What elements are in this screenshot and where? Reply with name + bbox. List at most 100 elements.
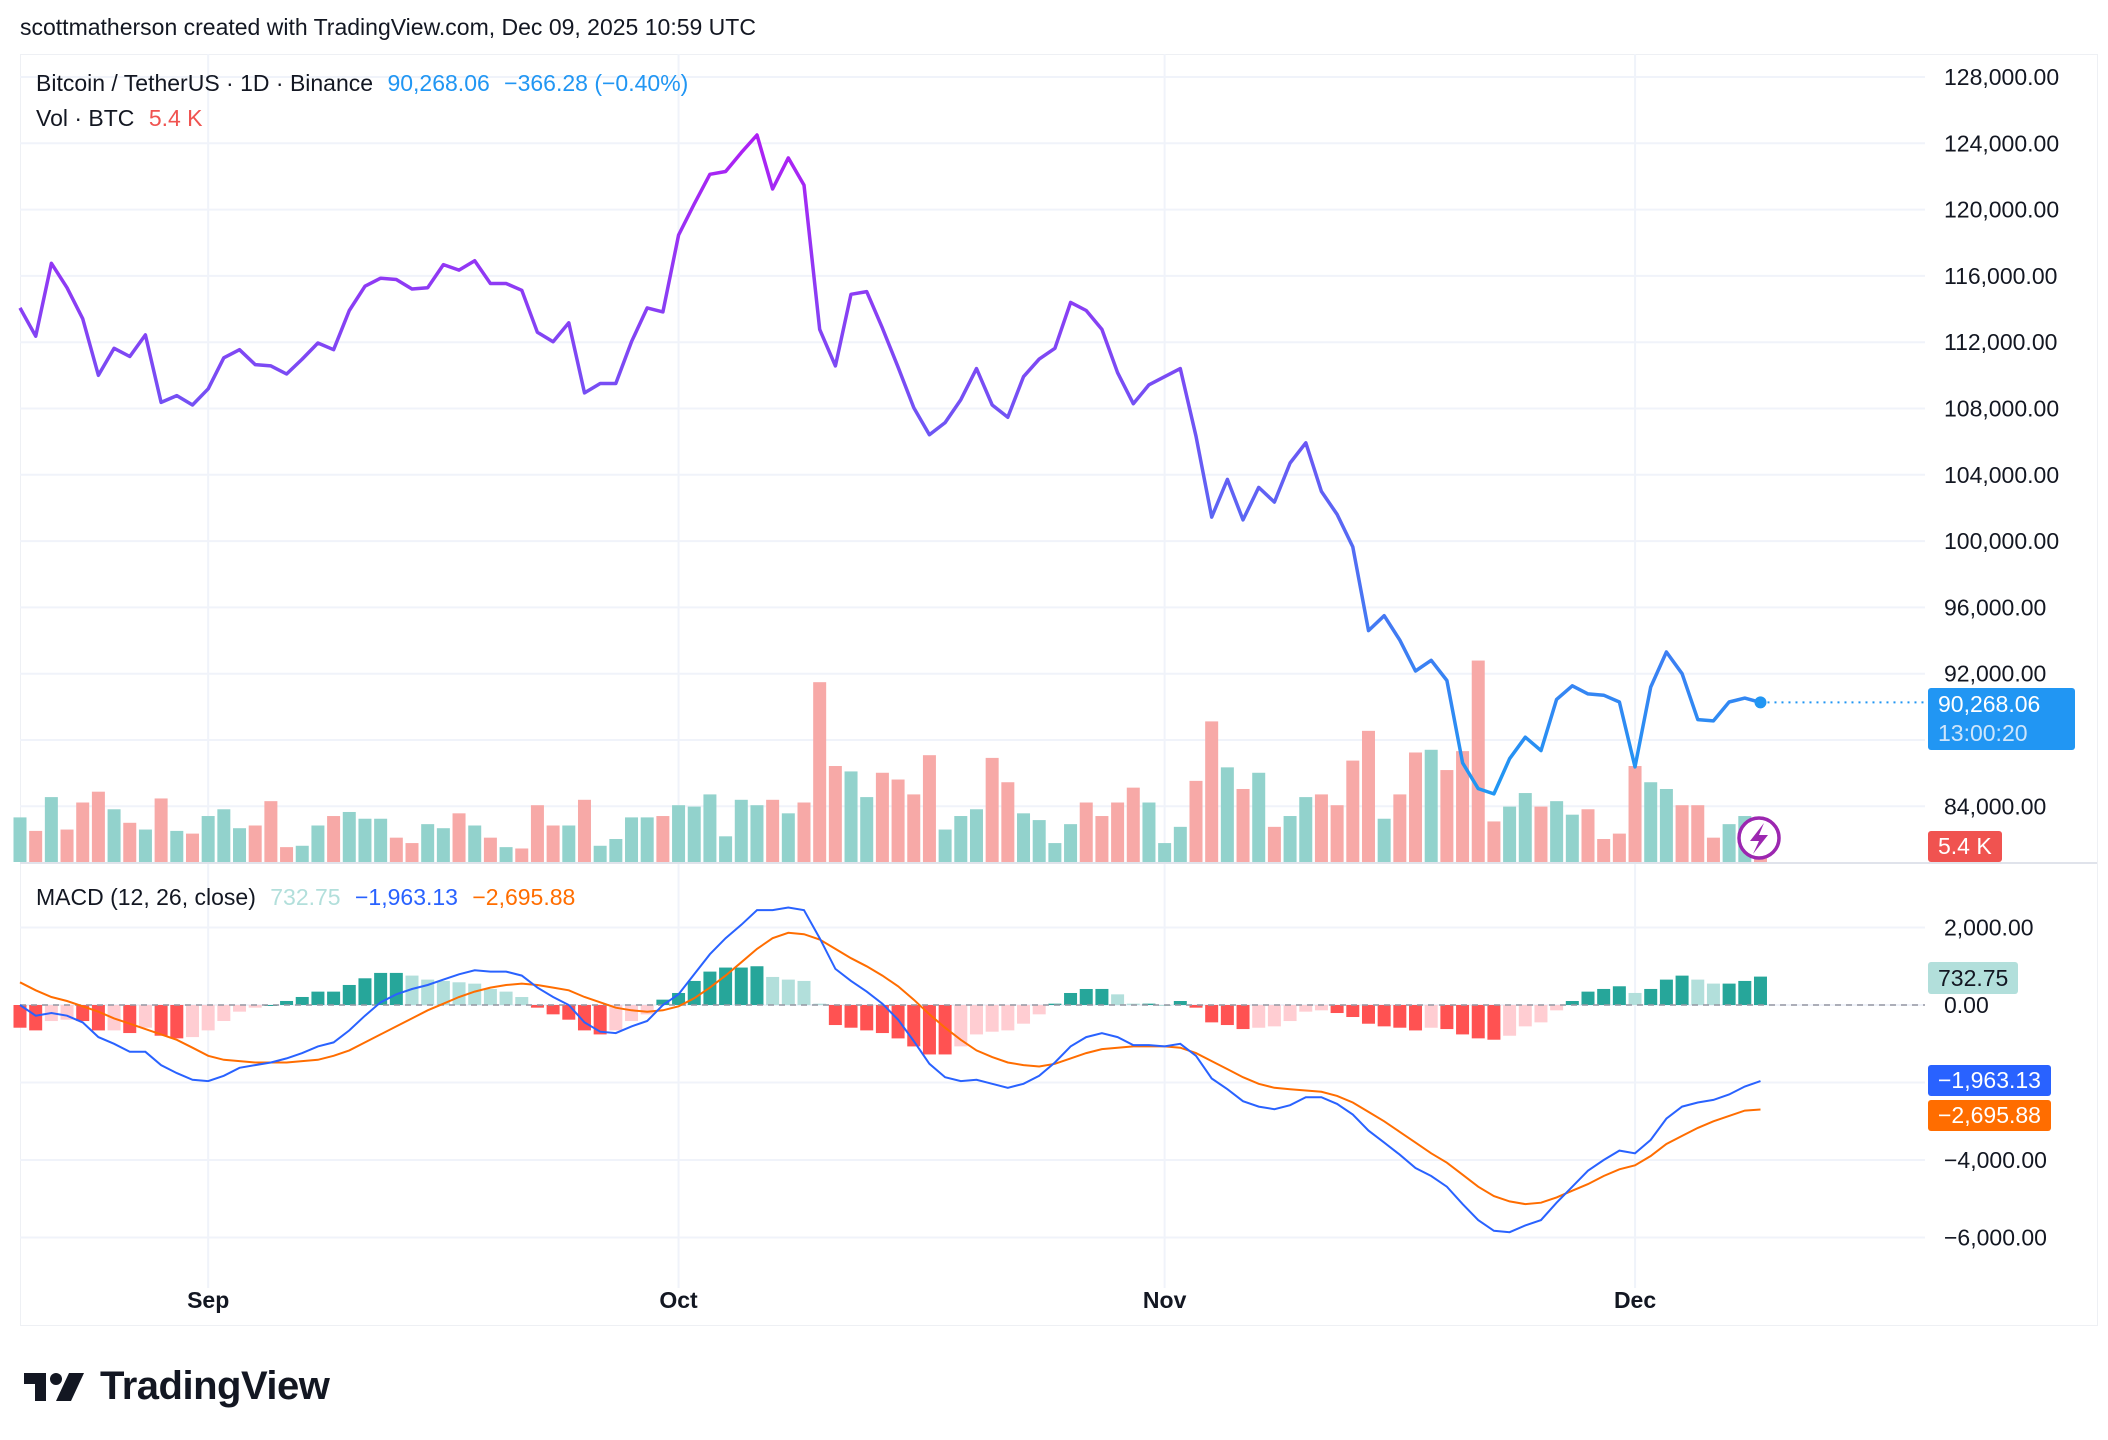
volume-tag: 5.4 K — [1928, 831, 2002, 862]
macd-histogram-bar — [29, 1005, 43, 1031]
volume-bars — [13, 660, 1767, 862]
macd-histogram-bar — [1612, 986, 1626, 1005]
time-axis-label: Dec — [1614, 1287, 1656, 1313]
volume-bar — [1565, 814, 1579, 862]
chart-credit: scottmatherson created with TradingView.… — [20, 14, 756, 40]
macd-histogram-bar — [719, 967, 733, 1005]
price-tag-value: 90,268.06 — [1938, 691, 2041, 717]
volume-bar — [515, 848, 529, 862]
volume-bar — [1220, 767, 1234, 862]
macd-histogram-bar — [295, 996, 309, 1005]
macd-histogram-bar — [468, 983, 482, 1005]
macd-histogram-bar — [781, 979, 795, 1005]
volume-bar — [656, 816, 670, 862]
macd-histogram-bar — [1314, 1005, 1328, 1011]
macd-histogram-bar — [828, 1005, 842, 1026]
volume-bar — [154, 798, 168, 862]
macd-histogram-bar — [1001, 1005, 1015, 1031]
volume-bar — [483, 837, 497, 862]
volume-bar — [907, 794, 921, 862]
volume-bar — [562, 825, 576, 862]
volume-bar — [1409, 752, 1423, 862]
macd-histogram-bar — [13, 1005, 27, 1028]
volume-bar — [1597, 839, 1611, 862]
macd-histogram-bar — [499, 991, 513, 1005]
volume-bar — [342, 811, 356, 862]
symbol-title[interactable]: Bitcoin / TetherUS · 1D · Binance — [36, 70, 374, 96]
price-tag: 90,268.06 13:00:20 — [1928, 688, 2075, 750]
volume-bar — [640, 817, 654, 862]
price-axis-label: 116,000.00 — [1944, 263, 2057, 289]
volume-bar — [1111, 802, 1125, 862]
volume-bar — [1659, 788, 1673, 862]
volume-bar — [577, 799, 591, 862]
volume-bar — [389, 837, 403, 862]
volume-bar — [875, 772, 889, 862]
macd-histogram-bar — [593, 1005, 607, 1035]
volume-bar — [13, 817, 27, 862]
macd-histogram-bar — [389, 972, 403, 1005]
macd-histogram-bar — [1079, 988, 1093, 1005]
volume-bar — [781, 813, 795, 862]
macd-histogram-bar — [844, 1005, 858, 1028]
macd-histogram-bar — [860, 1005, 874, 1031]
macd-histogram-bar — [1471, 1005, 1485, 1039]
volume-bar — [734, 799, 748, 862]
lightning-icon[interactable] — [1737, 816, 1781, 860]
macd-histogram-bar — [1706, 983, 1720, 1005]
macd-histogram-bar — [797, 980, 811, 1005]
tradingview-logo[interactable]: TradingView — [24, 1364, 330, 1409]
macd-histogram-bar — [875, 1005, 889, 1034]
macd-histogram-bar — [452, 982, 466, 1005]
volume-bar — [1518, 793, 1532, 862]
price-axis-label: 92,000.00 — [1944, 661, 2046, 687]
time-axis-label: Nov — [1143, 1287, 1187, 1313]
macd-histogram-bar — [985, 1005, 999, 1032]
macd-histogram-bar — [233, 1005, 247, 1012]
macd-histogram-bar — [1032, 1005, 1046, 1015]
volume-bar — [1064, 824, 1078, 862]
volume-bar — [138, 829, 152, 862]
macd-histogram-bar — [1691, 979, 1705, 1005]
price-axis-label: 112,000.00 — [1944, 329, 2057, 355]
volume-bar — [217, 809, 231, 862]
volume-bar — [1236, 788, 1250, 862]
macd-histogram-bar — [1299, 1005, 1313, 1012]
volume-bar — [91, 791, 105, 862]
macd-histogram-bar — [640, 1005, 654, 1015]
macd-histogram-bar — [1659, 979, 1673, 1005]
macd-histogram-bar — [546, 1005, 560, 1015]
volume-bar — [766, 799, 780, 862]
macd-histogram-bar — [483, 988, 497, 1005]
volume-bar — [922, 755, 936, 862]
macd-histogram-bar — [1111, 994, 1125, 1005]
volume-bar — [719, 836, 733, 862]
last-price-point — [1754, 696, 1767, 709]
macd-histogram-bar — [1173, 1001, 1187, 1005]
macd-histogram-bar — [201, 1005, 215, 1031]
volume-bar — [860, 797, 874, 862]
volume-bar — [546, 825, 560, 862]
macd-signal-tag: −2,695.88 — [1928, 1100, 2051, 1131]
chart-frame — [20, 54, 2098, 1326]
price-axis-label: 124,000.00 — [1944, 130, 2059, 156]
volume-bar — [797, 802, 811, 862]
volume-bar — [1691, 805, 1705, 862]
volume-bar — [499, 847, 513, 862]
macd-histogram-bar — [1440, 1005, 1454, 1030]
volume-bar — [1550, 801, 1564, 862]
macd-histogram-bar — [1393, 1005, 1407, 1028]
volume-bar — [1361, 730, 1375, 862]
volume-bar — [185, 833, 199, 862]
macd-histogram-bar — [1487, 1005, 1501, 1040]
volume-bar — [1095, 816, 1109, 862]
volume-bar — [264, 801, 278, 862]
volume-bar — [452, 813, 466, 862]
volume-title[interactable]: Vol · BTC — [36, 105, 135, 131]
macd-histogram-bar — [1236, 1005, 1250, 1030]
macd-histogram-bar — [1361, 1005, 1375, 1024]
macd-hist-value: 732.75 — [270, 884, 341, 910]
macd-title[interactable]: MACD (12, 26, close) — [36, 884, 256, 910]
macd-histogram-bar — [138, 1005, 152, 1028]
